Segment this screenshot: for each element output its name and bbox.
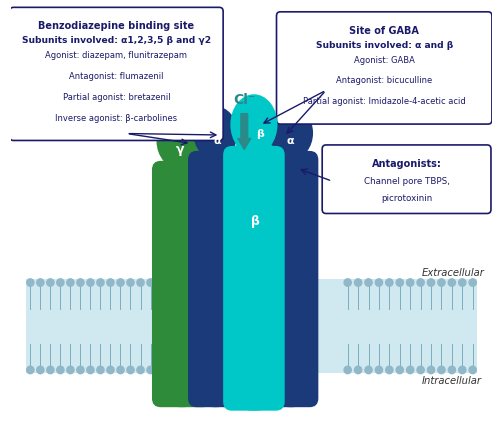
Circle shape	[147, 366, 154, 373]
Text: Agonist: diazepam, flunitrazepam: Agonist: diazepam, flunitrazepam	[46, 51, 188, 60]
Circle shape	[469, 279, 476, 286]
Circle shape	[396, 279, 404, 286]
Circle shape	[438, 366, 445, 373]
Circle shape	[428, 279, 434, 286]
Text: Subunits involved: α1,2,3,5 β and γ2: Subunits involved: α1,2,3,5 β and γ2	[22, 36, 211, 45]
Circle shape	[117, 279, 124, 286]
Circle shape	[26, 366, 34, 373]
Circle shape	[77, 279, 84, 286]
Text: Site of GABA: Site of GABA	[350, 26, 419, 36]
Text: Intracellular: Intracellular	[422, 376, 482, 386]
Ellipse shape	[160, 156, 204, 179]
Ellipse shape	[200, 393, 232, 407]
Circle shape	[67, 279, 74, 286]
Text: Partial agonist: bretazenil: Partial agonist: bretazenil	[62, 93, 170, 102]
Text: β: β	[251, 215, 260, 228]
FancyBboxPatch shape	[264, 151, 318, 407]
Text: α: α	[286, 136, 294, 146]
Ellipse shape	[230, 94, 278, 155]
Ellipse shape	[194, 106, 238, 160]
Circle shape	[147, 279, 154, 286]
Circle shape	[107, 279, 114, 286]
Circle shape	[376, 366, 382, 373]
Text: Inverse agonist: β-carbolines: Inverse agonist: β-carbolines	[56, 114, 178, 123]
Circle shape	[87, 279, 94, 286]
Circle shape	[107, 366, 114, 373]
Circle shape	[137, 366, 144, 373]
Circle shape	[87, 366, 94, 373]
Text: Extracellular: Extracellular	[422, 268, 485, 278]
Text: α: α	[213, 136, 220, 146]
Circle shape	[36, 279, 44, 286]
Circle shape	[67, 366, 74, 373]
Circle shape	[36, 366, 44, 373]
Circle shape	[406, 279, 414, 286]
Circle shape	[344, 279, 352, 286]
Circle shape	[26, 279, 34, 286]
Text: Partial agonist: Imidazole-4-acetic acid: Partial agonist: Imidazole-4-acetic acid	[303, 97, 466, 106]
FancyBboxPatch shape	[276, 12, 492, 124]
Ellipse shape	[275, 393, 307, 407]
Text: γ: γ	[176, 143, 184, 157]
Circle shape	[127, 279, 134, 286]
Text: Subunits involved: α and β: Subunits involved: α and β	[316, 41, 453, 50]
Circle shape	[428, 366, 434, 373]
Circle shape	[417, 366, 424, 373]
FancyBboxPatch shape	[188, 151, 243, 407]
Text: Agonist: GABA: Agonist: GABA	[354, 56, 414, 65]
Circle shape	[365, 279, 372, 286]
Circle shape	[386, 279, 393, 286]
Circle shape	[97, 279, 104, 286]
Text: Antagonist: bicuculline: Antagonist: bicuculline	[336, 76, 432, 85]
Text: Antagonists:: Antagonists:	[372, 159, 442, 169]
Text: Antagonist: flumazenil: Antagonist: flumazenil	[69, 72, 164, 81]
Circle shape	[376, 279, 382, 286]
Ellipse shape	[164, 393, 200, 407]
Text: β: β	[256, 129, 264, 138]
Ellipse shape	[156, 113, 207, 170]
Circle shape	[458, 279, 466, 286]
Circle shape	[458, 366, 466, 373]
FancyBboxPatch shape	[26, 279, 477, 373]
Ellipse shape	[269, 106, 313, 160]
Circle shape	[354, 279, 362, 286]
Circle shape	[448, 279, 456, 286]
Circle shape	[127, 366, 134, 373]
Circle shape	[396, 366, 404, 373]
FancyBboxPatch shape	[152, 161, 212, 407]
Ellipse shape	[235, 397, 273, 411]
Text: Channel pore TBPS,: Channel pore TBPS,	[364, 177, 450, 186]
Circle shape	[47, 366, 54, 373]
Circle shape	[344, 366, 352, 373]
Circle shape	[77, 366, 84, 373]
Text: Benzodiazepine binding site: Benzodiazepine binding site	[38, 21, 194, 31]
Circle shape	[57, 366, 64, 373]
FancyBboxPatch shape	[322, 145, 491, 214]
FancyBboxPatch shape	[10, 7, 223, 141]
Circle shape	[47, 279, 54, 286]
Circle shape	[469, 366, 476, 373]
Circle shape	[406, 366, 414, 373]
Circle shape	[137, 279, 144, 286]
Text: picrotoxinin: picrotoxinin	[381, 194, 432, 203]
Circle shape	[365, 366, 372, 373]
Circle shape	[97, 366, 104, 373]
Circle shape	[448, 366, 456, 373]
Circle shape	[354, 366, 362, 373]
FancyArrow shape	[238, 114, 251, 149]
Text: Cl⁻: Cl⁻	[233, 93, 256, 107]
Circle shape	[438, 279, 445, 286]
Circle shape	[417, 279, 424, 286]
Circle shape	[57, 279, 64, 286]
Ellipse shape	[271, 146, 310, 168]
FancyBboxPatch shape	[223, 146, 284, 411]
Ellipse shape	[196, 146, 235, 168]
Circle shape	[117, 366, 124, 373]
Circle shape	[386, 366, 393, 373]
Ellipse shape	[230, 141, 277, 164]
